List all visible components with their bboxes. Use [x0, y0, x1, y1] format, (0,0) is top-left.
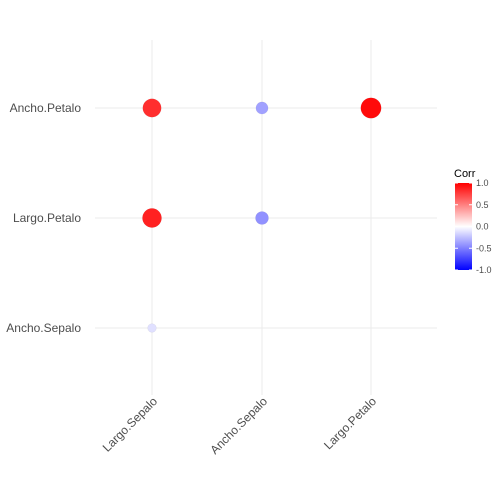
y-tick-label: Largo.Petalo — [13, 211, 81, 225]
y-tick-label: Ancho.Petalo — [10, 101, 82, 115]
legend-ticks: 1.0 0.5 0.0 -0.5 -1.0 — [455, 178, 492, 275]
legend-tick-label: 1.0 — [476, 178, 489, 188]
legend-tick-label: 0.5 — [476, 200, 489, 210]
legend-tick-label: 0.0 — [476, 222, 489, 232]
x-axis-tick-labels: Largo.Sepalo Ancho.Sepalo Largo.Petalo — [100, 394, 380, 457]
x-tick-label: Largo.Petalo — [321, 394, 379, 452]
corr-point-4 — [255, 101, 269, 115]
legend-title: Corr — [454, 168, 476, 180]
corr-point-2 — [142, 98, 162, 118]
x-tick-label: Ancho.Sepalo — [207, 394, 270, 457]
x-tick-label: Largo.Sepalo — [100, 394, 161, 455]
legend-tick-label: -0.5 — [476, 243, 492, 253]
corr-point-0 — [147, 323, 157, 333]
corr-point-3 — [255, 211, 269, 225]
corr-point-1 — [142, 208, 162, 228]
legend-tick-label: -1.0 — [476, 265, 492, 275]
legend-colorbar — [455, 183, 472, 270]
data-points — [142, 97, 382, 333]
corr-point-5 — [360, 97, 382, 119]
y-tick-label: Ancho.Sepalo — [6, 321, 81, 335]
y-axis-tick-labels: Ancho.Sepalo Largo.Petalo Ancho.Petalo — [6, 101, 81, 335]
legend: Corr 1.0 0.5 0.0 -0.5 -1.0 — [454, 168, 492, 275]
